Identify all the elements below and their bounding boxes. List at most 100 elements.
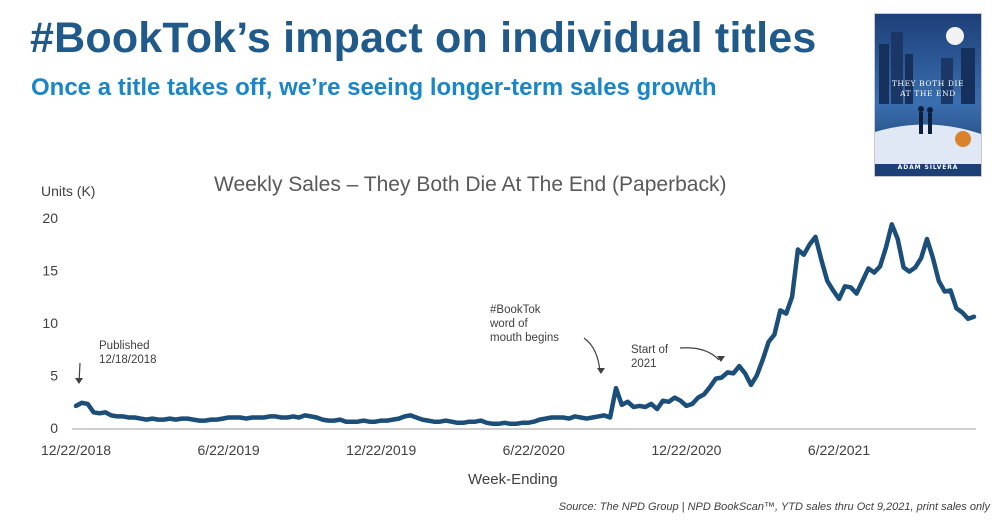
data-point — [819, 258, 823, 262]
data-point — [814, 235, 818, 239]
data-point — [626, 400, 630, 404]
data-point — [849, 285, 853, 289]
annotation-arrowhead — [75, 378, 83, 384]
annotation-arrow — [679, 347, 720, 361]
data-point — [438, 420, 442, 424]
x-tick-label: 6/22/2021 — [808, 442, 870, 458]
data-point — [450, 420, 454, 424]
data-point — [720, 376, 724, 380]
data-point — [356, 420, 360, 424]
data-point — [667, 400, 671, 404]
data-point — [620, 403, 624, 407]
data-point — [115, 414, 119, 418]
data-point — [755, 374, 759, 378]
data-point — [638, 404, 642, 408]
data-point — [191, 418, 195, 422]
data-point — [80, 401, 84, 405]
sales-series-line — [73, 222, 977, 427]
data-point — [661, 399, 665, 403]
data-point — [244, 417, 248, 421]
data-point — [279, 416, 283, 420]
data-point — [890, 222, 894, 226]
data-point — [714, 377, 718, 381]
data-point — [532, 420, 536, 424]
data-point — [508, 422, 512, 426]
x-tick-label: 12/22/2018 — [41, 442, 111, 458]
data-point — [555, 416, 559, 420]
data-point — [925, 237, 929, 241]
data-point — [643, 405, 647, 409]
data-point — [761, 358, 765, 362]
annotation-text: #BookTok — [490, 304, 541, 316]
y-tick-label: 5 — [50, 368, 58, 384]
data-point — [180, 417, 184, 421]
data-point — [538, 418, 542, 422]
data-point — [92, 410, 96, 414]
data-point — [655, 407, 659, 411]
data-point — [162, 418, 166, 422]
data-point — [831, 288, 835, 292]
data-point — [467, 420, 471, 424]
page-title: #BookTok’s impact on individual titles — [30, 14, 817, 62]
data-point — [855, 292, 859, 296]
data-point — [684, 404, 688, 408]
annotation-text: 2021 — [631, 358, 657, 370]
data-point — [702, 392, 706, 396]
data-point — [896, 237, 900, 241]
data-point — [121, 414, 125, 418]
data-point — [420, 418, 424, 422]
x-tick-label: 6/22/2020 — [503, 442, 565, 458]
annotation-text: Start of — [631, 344, 669, 356]
data-point — [432, 420, 436, 424]
data-point — [174, 418, 178, 422]
data-point — [344, 420, 348, 424]
data-point — [268, 414, 272, 418]
data-point — [966, 317, 970, 321]
y-axis-label: Units (K) — [41, 183, 96, 199]
data-point — [385, 419, 389, 423]
data-point — [649, 402, 653, 406]
data-point — [573, 414, 577, 418]
data-point — [297, 416, 301, 420]
data-point — [144, 418, 148, 422]
data-point — [567, 417, 571, 421]
data-point — [696, 396, 700, 400]
data-point — [743, 371, 747, 375]
book-cover-author: ADAM SILVERA — [897, 164, 959, 171]
data-point — [544, 417, 548, 421]
data-point — [919, 256, 923, 260]
annotation-text: word of — [489, 318, 529, 330]
data-point — [127, 416, 131, 420]
annotation-text: Published — [99, 340, 150, 352]
data-point — [338, 418, 342, 422]
data-point — [679, 399, 683, 403]
data-point — [391, 418, 395, 422]
annotation-text: mouth begins — [490, 332, 559, 344]
data-point — [878, 264, 882, 268]
data-point — [802, 253, 806, 257]
data-point — [591, 416, 595, 420]
data-point — [632, 405, 636, 409]
data-point — [825, 279, 829, 283]
data-point — [315, 416, 319, 420]
data-point — [772, 333, 776, 337]
data-point — [837, 297, 841, 301]
data-point — [473, 420, 477, 424]
data-point — [497, 422, 501, 426]
data-point — [503, 421, 507, 425]
data-point — [491, 422, 495, 426]
data-point — [767, 340, 771, 344]
data-point — [221, 417, 225, 421]
data-point — [596, 414, 600, 418]
data-point — [197, 419, 201, 423]
data-point — [943, 290, 947, 294]
data-point — [250, 416, 254, 420]
data-point — [861, 279, 865, 283]
data-point — [321, 418, 325, 422]
data-point — [972, 315, 976, 319]
data-point — [737, 364, 741, 368]
data-point — [673, 396, 677, 400]
data-point — [350, 420, 354, 424]
data-point — [379, 419, 383, 423]
annotation-arrowhead — [597, 368, 605, 374]
